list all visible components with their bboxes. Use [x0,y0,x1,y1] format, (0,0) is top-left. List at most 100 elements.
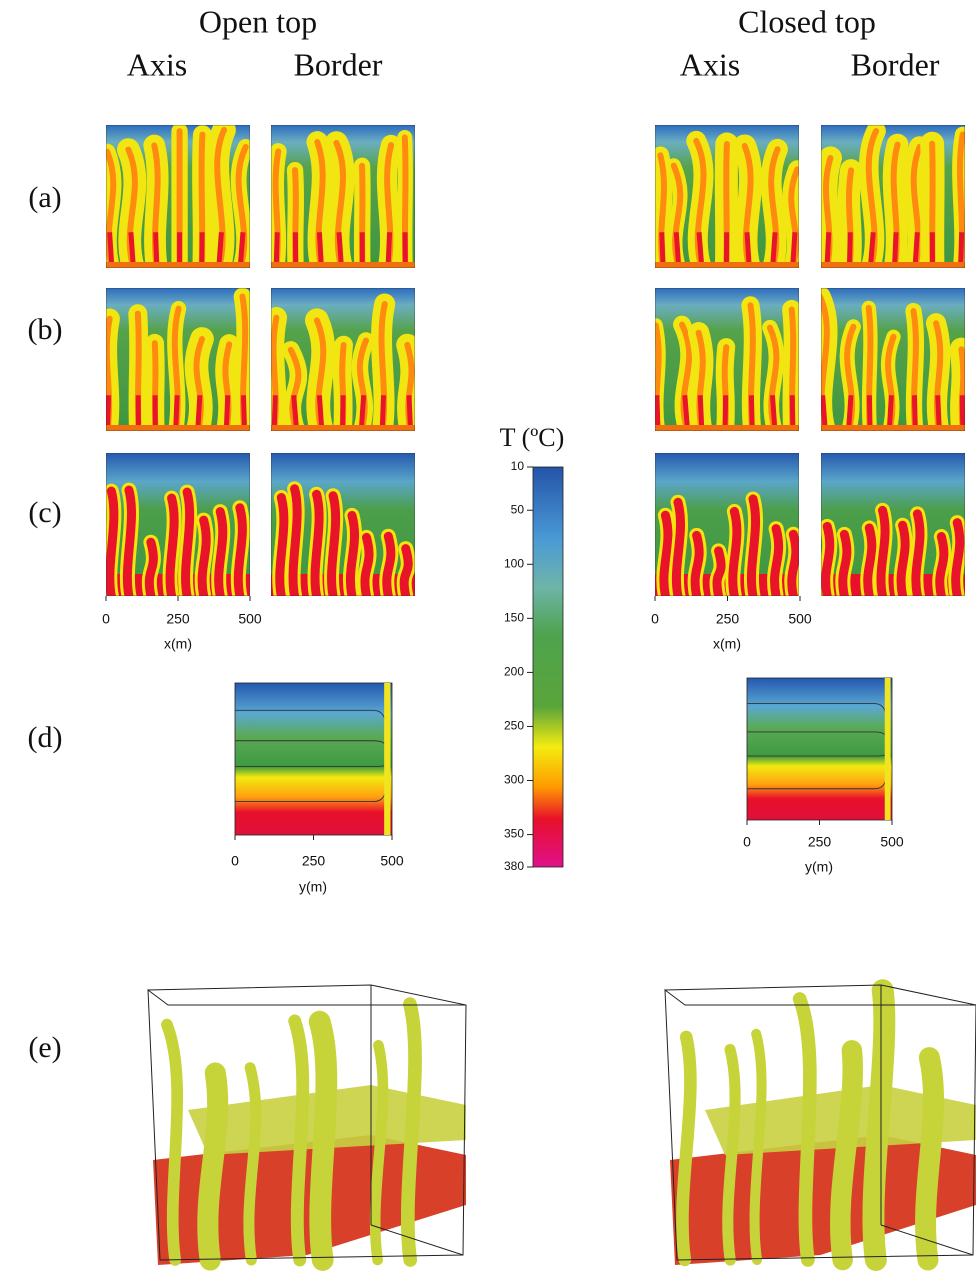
row-label: (b) [28,313,63,346]
field-panel [821,288,965,431]
plume-surface [676,1030,697,1267]
plume-surface [862,979,896,1271]
x-tick-label: 250 [166,611,190,627]
hot-layer [271,262,415,268]
hot-layer [106,425,250,431]
axis-label: y(m) [299,879,327,895]
field-panel [271,453,415,596]
plume-surface [915,1047,944,1271]
plume-core [310,489,324,596]
axis-label: x(m) [164,636,192,652]
column-title: Closed top [738,3,876,39]
plume-core [821,521,835,596]
plume-core [911,509,925,596]
plume-core [671,497,685,596]
row-label: (d) [28,721,63,754]
plume-core [838,529,852,596]
plume-core [863,523,877,596]
hot-layer [271,425,415,431]
field-panel [655,453,799,596]
box-edge [880,1224,974,1256]
column-title: Open top [199,3,317,39]
isosurface-box [664,979,976,1271]
hot-layer [271,574,415,596]
colorbar-tick-label: 100 [504,556,524,570]
colorbar-tick-label: 150 [504,611,524,625]
plume-core [214,507,228,596]
x-tick-label: 250 [716,611,740,627]
row-label: (c) [28,496,61,529]
plume-surface [243,1062,262,1266]
colorbar-title: T (ºC) [500,423,565,452]
column-subtitle: Axis [127,46,187,82]
y-tick-label: 500 [880,834,904,850]
field-panel [821,453,965,596]
hot-isosurface [153,1135,466,1265]
x-tick-label: 0 [651,611,659,627]
field-panel [271,288,415,431]
plume-core [659,510,673,596]
field-panel [106,125,250,268]
plume-core [951,518,965,596]
plume-core [233,503,247,596]
plume-surface [369,1039,389,1266]
plume-core [345,510,359,596]
hot-layer [821,262,965,268]
plume-core [106,486,119,596]
field-panel [821,125,965,268]
axis-label: y(m) [805,859,833,875]
hot-layer [821,425,965,431]
y-tick-label: 0 [743,834,751,850]
plume-core [288,484,302,596]
field-panel [234,682,393,836]
colorbar-tick-label: 380 [504,859,524,873]
plume-surface [308,1010,338,1271]
field-panel [271,125,415,268]
box-edge [370,1224,464,1256]
plume-surface [722,1043,741,1266]
colorbar-tick-label: 50 [511,502,525,516]
plume-surface [830,1040,863,1271]
axis-label: x(m) [713,636,741,652]
plume-core [122,485,136,596]
hot-layer [655,262,799,268]
y-tick-label: 0 [231,853,239,869]
hot-isosurface [670,1135,976,1265]
field-panel [746,677,893,821]
column-subtitle: Border [294,46,383,82]
plume-core [876,505,890,596]
field-panel [655,288,799,431]
hot-layer [655,425,799,431]
plume-surface [288,1014,310,1267]
plume-core [728,506,742,596]
row-label: (a) [28,181,61,214]
border-plume [384,683,391,835]
plume-core [787,529,799,596]
plume-core [165,493,179,596]
row-label: (e) [28,1031,61,1064]
plume-core [712,546,726,596]
plume-core [746,494,760,596]
plume-surface [400,997,422,1267]
plume-core [770,524,784,596]
plume-surface [749,1028,767,1266]
plume-core [275,493,289,596]
field-panel [655,125,799,268]
plume-core [935,532,949,596]
plume-core [197,515,211,596]
hot-layer [821,574,965,596]
plume-core [896,520,910,596]
plume-core [399,544,413,596]
column-subtitle: Border [851,46,940,82]
y-tick-label: 500 [380,853,404,869]
x-tick-label: 500 [238,611,262,627]
plume-core [360,532,374,596]
colorbar-tick-label: 250 [504,719,524,733]
plume-surface [161,1018,184,1266]
plume-core [690,530,704,596]
y-tick-label: 250 [302,853,326,869]
box-edge [664,984,976,1261]
hot-layer [106,262,250,268]
isosurface-box [147,984,467,1271]
field-panel [106,453,250,596]
